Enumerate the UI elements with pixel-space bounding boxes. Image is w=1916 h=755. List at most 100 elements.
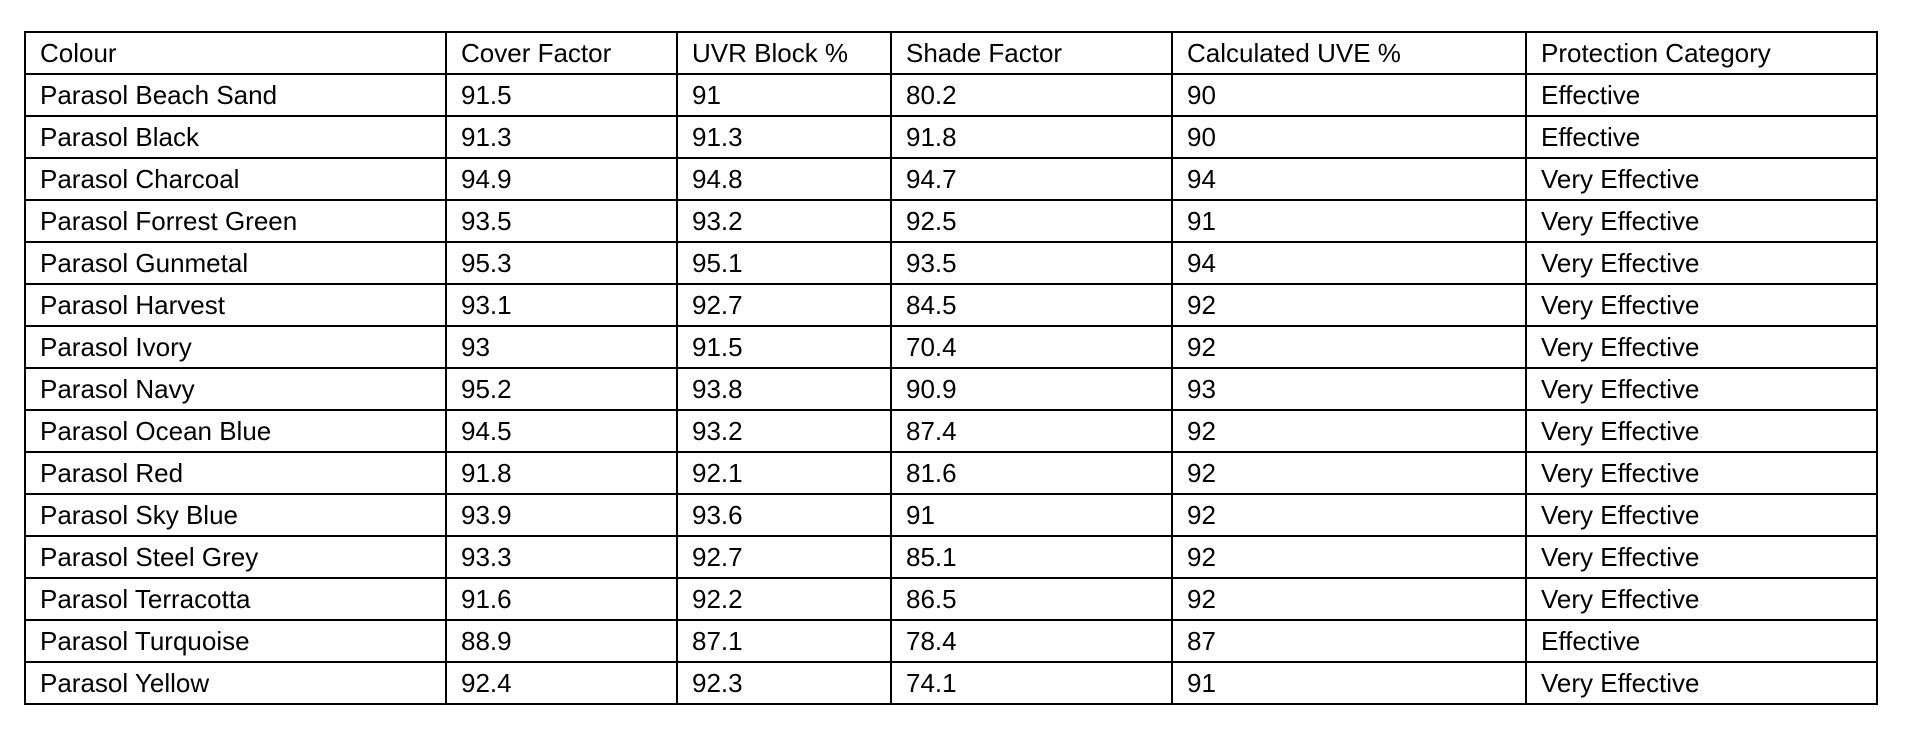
cell-uvr-block: 92.7 xyxy=(676,535,892,579)
table-body: Parasol Beach Sand 91.5 91 80.2 90 Effec… xyxy=(24,73,1878,705)
cell-protection-category: Very Effective xyxy=(1525,535,1878,579)
cell-uvr-block: 93.6 xyxy=(676,493,892,537)
cell-shade-factor: 74.1 xyxy=(890,661,1173,705)
cell-uvr-block: 92.7 xyxy=(676,283,892,327)
cell-colour: Parasol Charcoal xyxy=(24,157,447,201)
cell-shade-factor: 78.4 xyxy=(890,619,1173,663)
cell-cover-factor: 91.8 xyxy=(445,451,678,495)
table-row: Parasol Ocean Blue 94.5 93.2 87.4 92 Ver… xyxy=(24,409,1878,453)
cell-cover-factor: 92.4 xyxy=(445,661,678,705)
header-protection-category: Protection Category xyxy=(1525,31,1878,75)
cell-shade-factor: 87.4 xyxy=(890,409,1173,453)
cell-colour: Parasol Yellow xyxy=(24,661,447,705)
cell-colour: Parasol Steel Grey xyxy=(24,535,447,579)
table-header: Colour Cover Factor UVR Block % Shade Fa… xyxy=(24,31,1878,75)
cell-cover-factor: 95.3 xyxy=(445,241,678,285)
cell-uvr-block: 92.2 xyxy=(676,577,892,621)
table-row: Parasol Terracotta 91.6 92.2 86.5 92 Ver… xyxy=(24,577,1878,621)
cell-calculated-uve: 92 xyxy=(1171,493,1527,537)
cell-shade-factor: 70.4 xyxy=(890,325,1173,369)
header-colour: Colour xyxy=(24,31,447,75)
cell-calculated-uve: 91 xyxy=(1171,199,1527,243)
header-row: Colour Cover Factor UVR Block % Shade Fa… xyxy=(24,31,1878,75)
cell-protection-category: Very Effective xyxy=(1525,325,1878,369)
table-row: Parasol Red 91.8 92.1 81.6 92 Very Effec… xyxy=(24,451,1878,495)
cell-protection-category: Effective xyxy=(1525,115,1878,159)
cell-protection-category: Very Effective xyxy=(1525,367,1878,411)
header-uvr-block: UVR Block % xyxy=(676,31,892,75)
cell-colour: Parasol Ivory xyxy=(24,325,447,369)
cell-calculated-uve: 91 xyxy=(1171,661,1527,705)
cell-uvr-block: 91.3 xyxy=(676,115,892,159)
table-row: Parasol Harvest 93.1 92.7 84.5 92 Very E… xyxy=(24,283,1878,327)
cell-protection-category: Very Effective xyxy=(1525,451,1878,495)
cell-colour: Parasol Navy xyxy=(24,367,447,411)
cell-cover-factor: 91.5 xyxy=(445,73,678,117)
uv-protection-table: Colour Cover Factor UVR Block % Shade Fa… xyxy=(24,31,1878,705)
cell-shade-factor: 84.5 xyxy=(890,283,1173,327)
table-row: Parasol Beach Sand 91.5 91 80.2 90 Effec… xyxy=(24,73,1878,117)
cell-shade-factor: 86.5 xyxy=(890,577,1173,621)
cell-calculated-uve: 90 xyxy=(1171,115,1527,159)
cell-colour: Parasol Sky Blue xyxy=(24,493,447,537)
cell-shade-factor: 94.7 xyxy=(890,157,1173,201)
cell-colour: Parasol Ocean Blue xyxy=(24,409,447,453)
cell-colour: Parasol Harvest xyxy=(24,283,447,327)
cell-cover-factor: 94.5 xyxy=(445,409,678,453)
cell-calculated-uve: 92 xyxy=(1171,577,1527,621)
cell-uvr-block: 93.8 xyxy=(676,367,892,411)
cell-uvr-block: 92.1 xyxy=(676,451,892,495)
cell-protection-category: Very Effective xyxy=(1525,241,1878,285)
cell-cover-factor: 94.9 xyxy=(445,157,678,201)
cell-cover-factor: 91.6 xyxy=(445,577,678,621)
cell-colour: Parasol Beach Sand xyxy=(24,73,447,117)
cell-uvr-block: 95.1 xyxy=(676,241,892,285)
table-row: Parasol Forrest Green 93.5 93.2 92.5 91 … xyxy=(24,199,1878,243)
cell-protection-category: Very Effective xyxy=(1525,283,1878,327)
cell-cover-factor: 93.5 xyxy=(445,199,678,243)
header-shade-factor: Shade Factor xyxy=(890,31,1173,75)
cell-colour: Parasol Red xyxy=(24,451,447,495)
cell-cover-factor: 95.2 xyxy=(445,367,678,411)
cell-calculated-uve: 93 xyxy=(1171,367,1527,411)
cell-colour: Parasol Forrest Green xyxy=(24,199,447,243)
cell-shade-factor: 85.1 xyxy=(890,535,1173,579)
cell-cover-factor: 88.9 xyxy=(445,619,678,663)
cell-uvr-block: 93.2 xyxy=(676,199,892,243)
table-row: Parasol Black 91.3 91.3 91.8 90 Effectiv… xyxy=(24,115,1878,159)
cell-calculated-uve: 94 xyxy=(1171,157,1527,201)
cell-calculated-uve: 92 xyxy=(1171,409,1527,453)
cell-uvr-block: 92.3 xyxy=(676,661,892,705)
cell-cover-factor: 93.3 xyxy=(445,535,678,579)
cell-protection-category: Very Effective xyxy=(1525,577,1878,621)
cell-protection-category: Effective xyxy=(1525,619,1878,663)
cell-protection-category: Very Effective xyxy=(1525,493,1878,537)
cell-uvr-block: 94.8 xyxy=(676,157,892,201)
cell-uvr-block: 91 xyxy=(676,73,892,117)
cell-protection-category: Very Effective xyxy=(1525,199,1878,243)
cell-protection-category: Effective xyxy=(1525,73,1878,117)
table-row: Parasol Navy 95.2 93.8 90.9 93 Very Effe… xyxy=(24,367,1878,411)
cell-cover-factor: 93 xyxy=(445,325,678,369)
table-row: Parasol Steel Grey 93.3 92.7 85.1 92 Ver… xyxy=(24,535,1878,579)
cell-calculated-uve: 92 xyxy=(1171,325,1527,369)
cell-calculated-uve: 90 xyxy=(1171,73,1527,117)
cell-shade-factor: 91 xyxy=(890,493,1173,537)
cell-uvr-block: 87.1 xyxy=(676,619,892,663)
uv-protection-table-container: Colour Cover Factor UVR Block % Shade Fa… xyxy=(24,31,1878,705)
cell-protection-category: Very Effective xyxy=(1525,661,1878,705)
cell-shade-factor: 80.2 xyxy=(890,73,1173,117)
table-row: Parasol Gunmetal 95.3 95.1 93.5 94 Very … xyxy=(24,241,1878,285)
cell-uvr-block: 91.5 xyxy=(676,325,892,369)
header-cover-factor: Cover Factor xyxy=(445,31,678,75)
cell-protection-category: Very Effective xyxy=(1525,409,1878,453)
cell-uvr-block: 93.2 xyxy=(676,409,892,453)
cell-shade-factor: 93.5 xyxy=(890,241,1173,285)
table-row: Parasol Ivory 93 91.5 70.4 92 Very Effec… xyxy=(24,325,1878,369)
cell-shade-factor: 81.6 xyxy=(890,451,1173,495)
table-row: Parasol Turquoise 88.9 87.1 78.4 87 Effe… xyxy=(24,619,1878,663)
cell-colour: Parasol Terracotta xyxy=(24,577,447,621)
table-row: Parasol Charcoal 94.9 94.8 94.7 94 Very … xyxy=(24,157,1878,201)
cell-calculated-uve: 92 xyxy=(1171,535,1527,579)
cell-shade-factor: 92.5 xyxy=(890,199,1173,243)
